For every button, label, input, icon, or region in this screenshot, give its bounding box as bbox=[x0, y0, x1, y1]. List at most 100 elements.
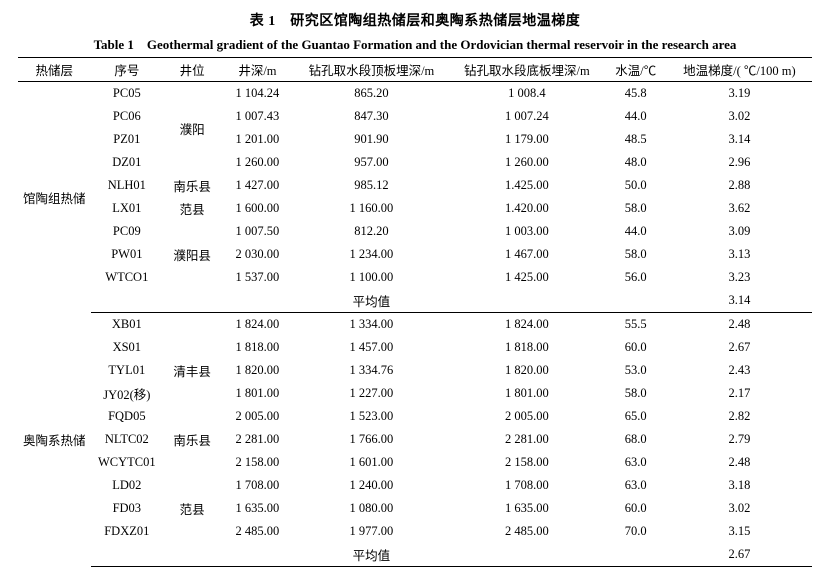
table-row: LD021 708.001 240.001 708.0063.03.18 bbox=[18, 474, 812, 497]
cell-well-id: TYL01 bbox=[91, 359, 164, 382]
cell-location bbox=[163, 266, 221, 289]
table-row: LX01范县1 600.001 160.001.420.0058.03.62 bbox=[18, 197, 812, 220]
cell-grad: 3.02 bbox=[667, 105, 812, 128]
cell-empty bbox=[163, 289, 221, 313]
table-row: WCYTC012 158.001 601.002 158.0063.02.48 bbox=[18, 451, 812, 474]
cell-temp: 50.0 bbox=[605, 174, 667, 197]
cell-grad: 3.19 bbox=[667, 82, 812, 106]
cell-location bbox=[163, 382, 221, 405]
cell-bot: 1 425.00 bbox=[449, 266, 604, 289]
cell-well-id: PC09 bbox=[91, 220, 164, 243]
cell-temp: 70.0 bbox=[605, 520, 667, 543]
table-row: XS011 818.001 457.001 818.0060.02.67 bbox=[18, 336, 812, 359]
cell-temp: 48.5 bbox=[605, 128, 667, 151]
cell-grad: 3.62 bbox=[667, 197, 812, 220]
cell-bot: 1 003.00 bbox=[449, 220, 604, 243]
cell-location: 范县 bbox=[163, 497, 221, 520]
cell-depth: 2 030.00 bbox=[221, 243, 294, 266]
cell-well-id: PC06 bbox=[91, 105, 164, 128]
cell-temp: 45.8 bbox=[605, 82, 667, 106]
cell-grad: 3.23 bbox=[667, 266, 812, 289]
cell-bot: 1 179.00 bbox=[449, 128, 604, 151]
table-body: 馆陶组热储PC051 104.24865.201 008.445.83.19PC… bbox=[18, 82, 812, 567]
cell-well-id: XB01 bbox=[91, 313, 164, 337]
cell-average-label: 平均值 bbox=[294, 543, 449, 567]
cell-empty bbox=[91, 289, 164, 313]
cell-empty bbox=[163, 543, 221, 567]
cell-location: 濮阳县 bbox=[163, 243, 221, 266]
cell-well-id: PZ01 bbox=[91, 128, 164, 151]
cell-reservoir: 馆陶组热储 bbox=[18, 82, 91, 313]
table-row: PZ011 201.00901.901 179.0048.53.14 bbox=[18, 128, 812, 151]
cell-location: 范县 bbox=[163, 197, 221, 220]
cell-location: 南乐县 bbox=[163, 428, 221, 451]
cell-depth: 1 537.00 bbox=[221, 266, 294, 289]
cell-grad: 2.67 bbox=[667, 336, 812, 359]
cell-depth: 1 708.00 bbox=[221, 474, 294, 497]
cell-depth: 1 007.50 bbox=[221, 220, 294, 243]
cell-bot: 2 158.00 bbox=[449, 451, 604, 474]
cell-grad: 3.18 bbox=[667, 474, 812, 497]
cell-location: 濮阳 bbox=[163, 105, 221, 151]
cell-grad: 2.17 bbox=[667, 382, 812, 405]
cell-temp: 58.0 bbox=[605, 243, 667, 266]
cell-location bbox=[163, 151, 221, 174]
geothermal-table: 热储层 序号 井位 井深/m 钻孔取水段顶板埋深/m 钻孔取水段底板埋深/m 水… bbox=[18, 57, 812, 567]
cell-top: 847.30 bbox=[294, 105, 449, 128]
table-row: NLTC02南乐县2 281.001 766.002 281.0068.02.7… bbox=[18, 428, 812, 451]
cell-location bbox=[163, 474, 221, 497]
cell-top: 1 457.00 bbox=[294, 336, 449, 359]
page: 表 1 研究区馆陶组热储层和奥陶系热储层地温梯度 Table 1 Geother… bbox=[0, 0, 830, 577]
cell-depth: 1 007.43 bbox=[221, 105, 294, 128]
cell-depth: 1 820.00 bbox=[221, 359, 294, 382]
table-row: TYL01清丰县1 820.001 334.761 820.0053.02.43 bbox=[18, 359, 812, 382]
cell-empty bbox=[221, 289, 294, 313]
cell-location bbox=[163, 405, 221, 428]
cell-empty bbox=[605, 543, 667, 567]
cell-bot: 2 281.00 bbox=[449, 428, 604, 451]
cell-well-id: WCYTC01 bbox=[91, 451, 164, 474]
cell-temp: 65.0 bbox=[605, 405, 667, 428]
table-row: 馆陶组热储PC051 104.24865.201 008.445.83.19 bbox=[18, 82, 812, 106]
table-row: NLH01南乐县1 427.00985.121.425.0050.02.88 bbox=[18, 174, 812, 197]
cell-depth: 1 427.00 bbox=[221, 174, 294, 197]
cell-average-grad: 2.67 bbox=[667, 543, 812, 567]
cell-depth: 2 158.00 bbox=[221, 451, 294, 474]
cell-grad: 3.02 bbox=[667, 497, 812, 520]
cell-top: 1 227.00 bbox=[294, 382, 449, 405]
cell-temp: 68.0 bbox=[605, 428, 667, 451]
cell-bot: 1 008.4 bbox=[449, 82, 604, 106]
cell-well-id: FDXZ01 bbox=[91, 520, 164, 543]
cell-grad: 3.09 bbox=[667, 220, 812, 243]
cell-bot: 1 708.00 bbox=[449, 474, 604, 497]
table-row: PW01濮阳县2 030.001 234.001 467.0058.03.13 bbox=[18, 243, 812, 266]
col-header-location: 井位 bbox=[163, 58, 221, 82]
table-row: DZ011 260.00957.001 260.0048.02.96 bbox=[18, 151, 812, 174]
cell-top: 1 977.00 bbox=[294, 520, 449, 543]
cell-bot: 1.425.00 bbox=[449, 174, 604, 197]
cell-depth: 1 635.00 bbox=[221, 497, 294, 520]
cell-temp: 58.0 bbox=[605, 382, 667, 405]
cell-top: 1 334.00 bbox=[294, 313, 449, 337]
cell-well-id: XS01 bbox=[91, 336, 164, 359]
cell-top: 812.20 bbox=[294, 220, 449, 243]
cell-bot: 1 820.00 bbox=[449, 359, 604, 382]
cell-depth: 2 005.00 bbox=[221, 405, 294, 428]
cell-top: 1 240.00 bbox=[294, 474, 449, 497]
table-title-cn: 表 1 研究区馆陶组热储层和奥陶系热储层地温梯度 bbox=[18, 10, 812, 30]
cell-well-id: LX01 bbox=[91, 197, 164, 220]
cell-top: 1 080.00 bbox=[294, 497, 449, 520]
cell-top: 865.20 bbox=[294, 82, 449, 106]
table-row: FDXZ012 485.001 977.002 485.0070.03.15 bbox=[18, 520, 812, 543]
col-header-bot: 钻孔取水段底板埋深/m bbox=[449, 58, 604, 82]
cell-average-grad: 3.14 bbox=[667, 289, 812, 313]
cell-grad: 2.88 bbox=[667, 174, 812, 197]
table-row: JY02(移)1 801.001 227.001 801.0058.02.17 bbox=[18, 382, 812, 405]
cell-temp: 48.0 bbox=[605, 151, 667, 174]
cell-temp: 63.0 bbox=[605, 451, 667, 474]
cell-temp: 44.0 bbox=[605, 105, 667, 128]
cell-grad: 2.79 bbox=[667, 428, 812, 451]
table-row: PC091 007.50812.201 003.0044.03.09 bbox=[18, 220, 812, 243]
table-title-en: Table 1 Geothermal gradient of the Guant… bbox=[18, 34, 812, 53]
cell-depth: 1 260.00 bbox=[221, 151, 294, 174]
